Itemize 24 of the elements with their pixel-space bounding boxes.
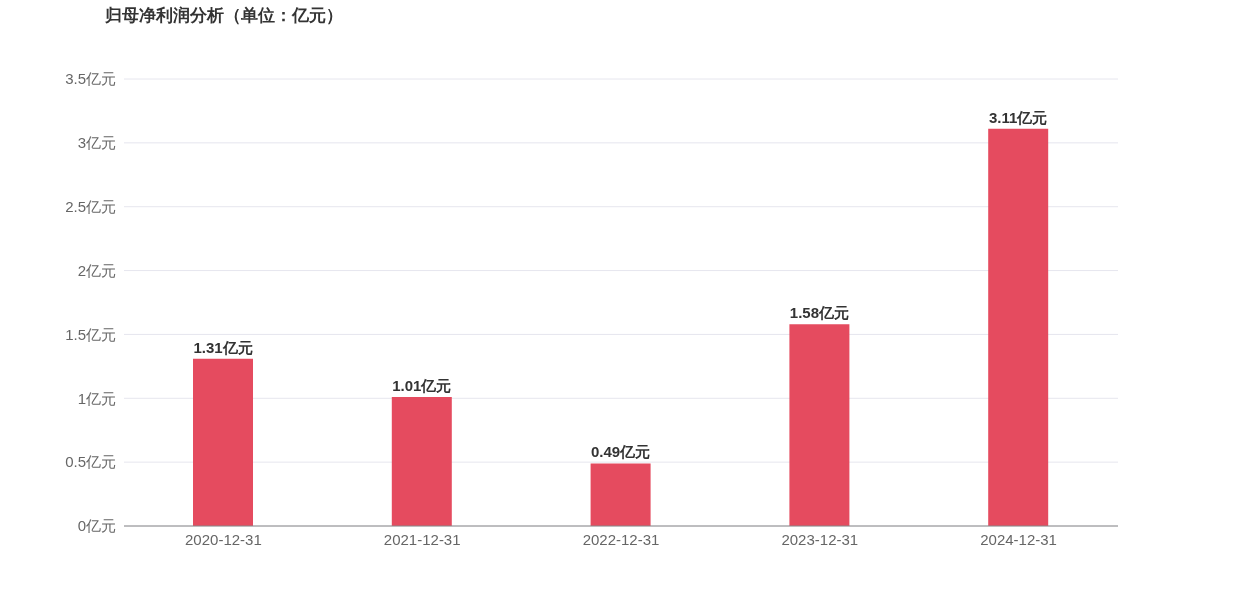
y-tick-label: 1.5亿元 [65,325,116,343]
bar [391,397,452,526]
bar [590,463,651,526]
y-tick-label: 2.5亿元 [65,198,116,216]
y-tick-label: 2亿元 [77,261,116,279]
bar [988,128,1049,526]
bar [789,324,850,526]
data-label: 1.31亿元 [193,338,253,356]
y-tick-label: 0.5亿元 [65,453,116,471]
y-tick-label: 1亿元 [77,389,116,407]
data-label: 1.58亿元 [789,304,849,322]
y-tick-label: 3.5亿元 [65,70,116,88]
x-tick-label: 2024-12-31 [980,530,1057,548]
data-label: 3.11亿元 [989,108,1048,126]
x-tick-label: 2023-12-31 [781,530,859,548]
data-label: 0.49亿元 [591,443,651,461]
x-tick-label: 2022-12-31 [582,530,660,548]
x-tick-label: 2021-12-31 [383,530,461,548]
y-tick-label: 0亿元 [77,517,116,535]
chart-title: 归母净利润分析（单位：亿元） [105,5,343,27]
bar [193,358,253,526]
data-label: 1.01亿元 [392,377,452,395]
y-tick-label: 3亿元 [77,134,116,152]
x-tick-label: 2020-12-31 [185,530,262,548]
